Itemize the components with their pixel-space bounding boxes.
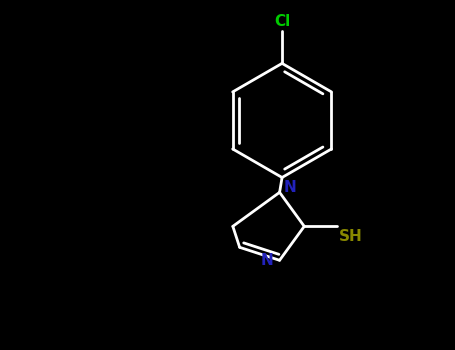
Text: SH: SH bbox=[339, 229, 363, 244]
Text: Cl: Cl bbox=[274, 14, 290, 29]
Text: N: N bbox=[283, 180, 296, 195]
Text: N: N bbox=[261, 253, 273, 268]
